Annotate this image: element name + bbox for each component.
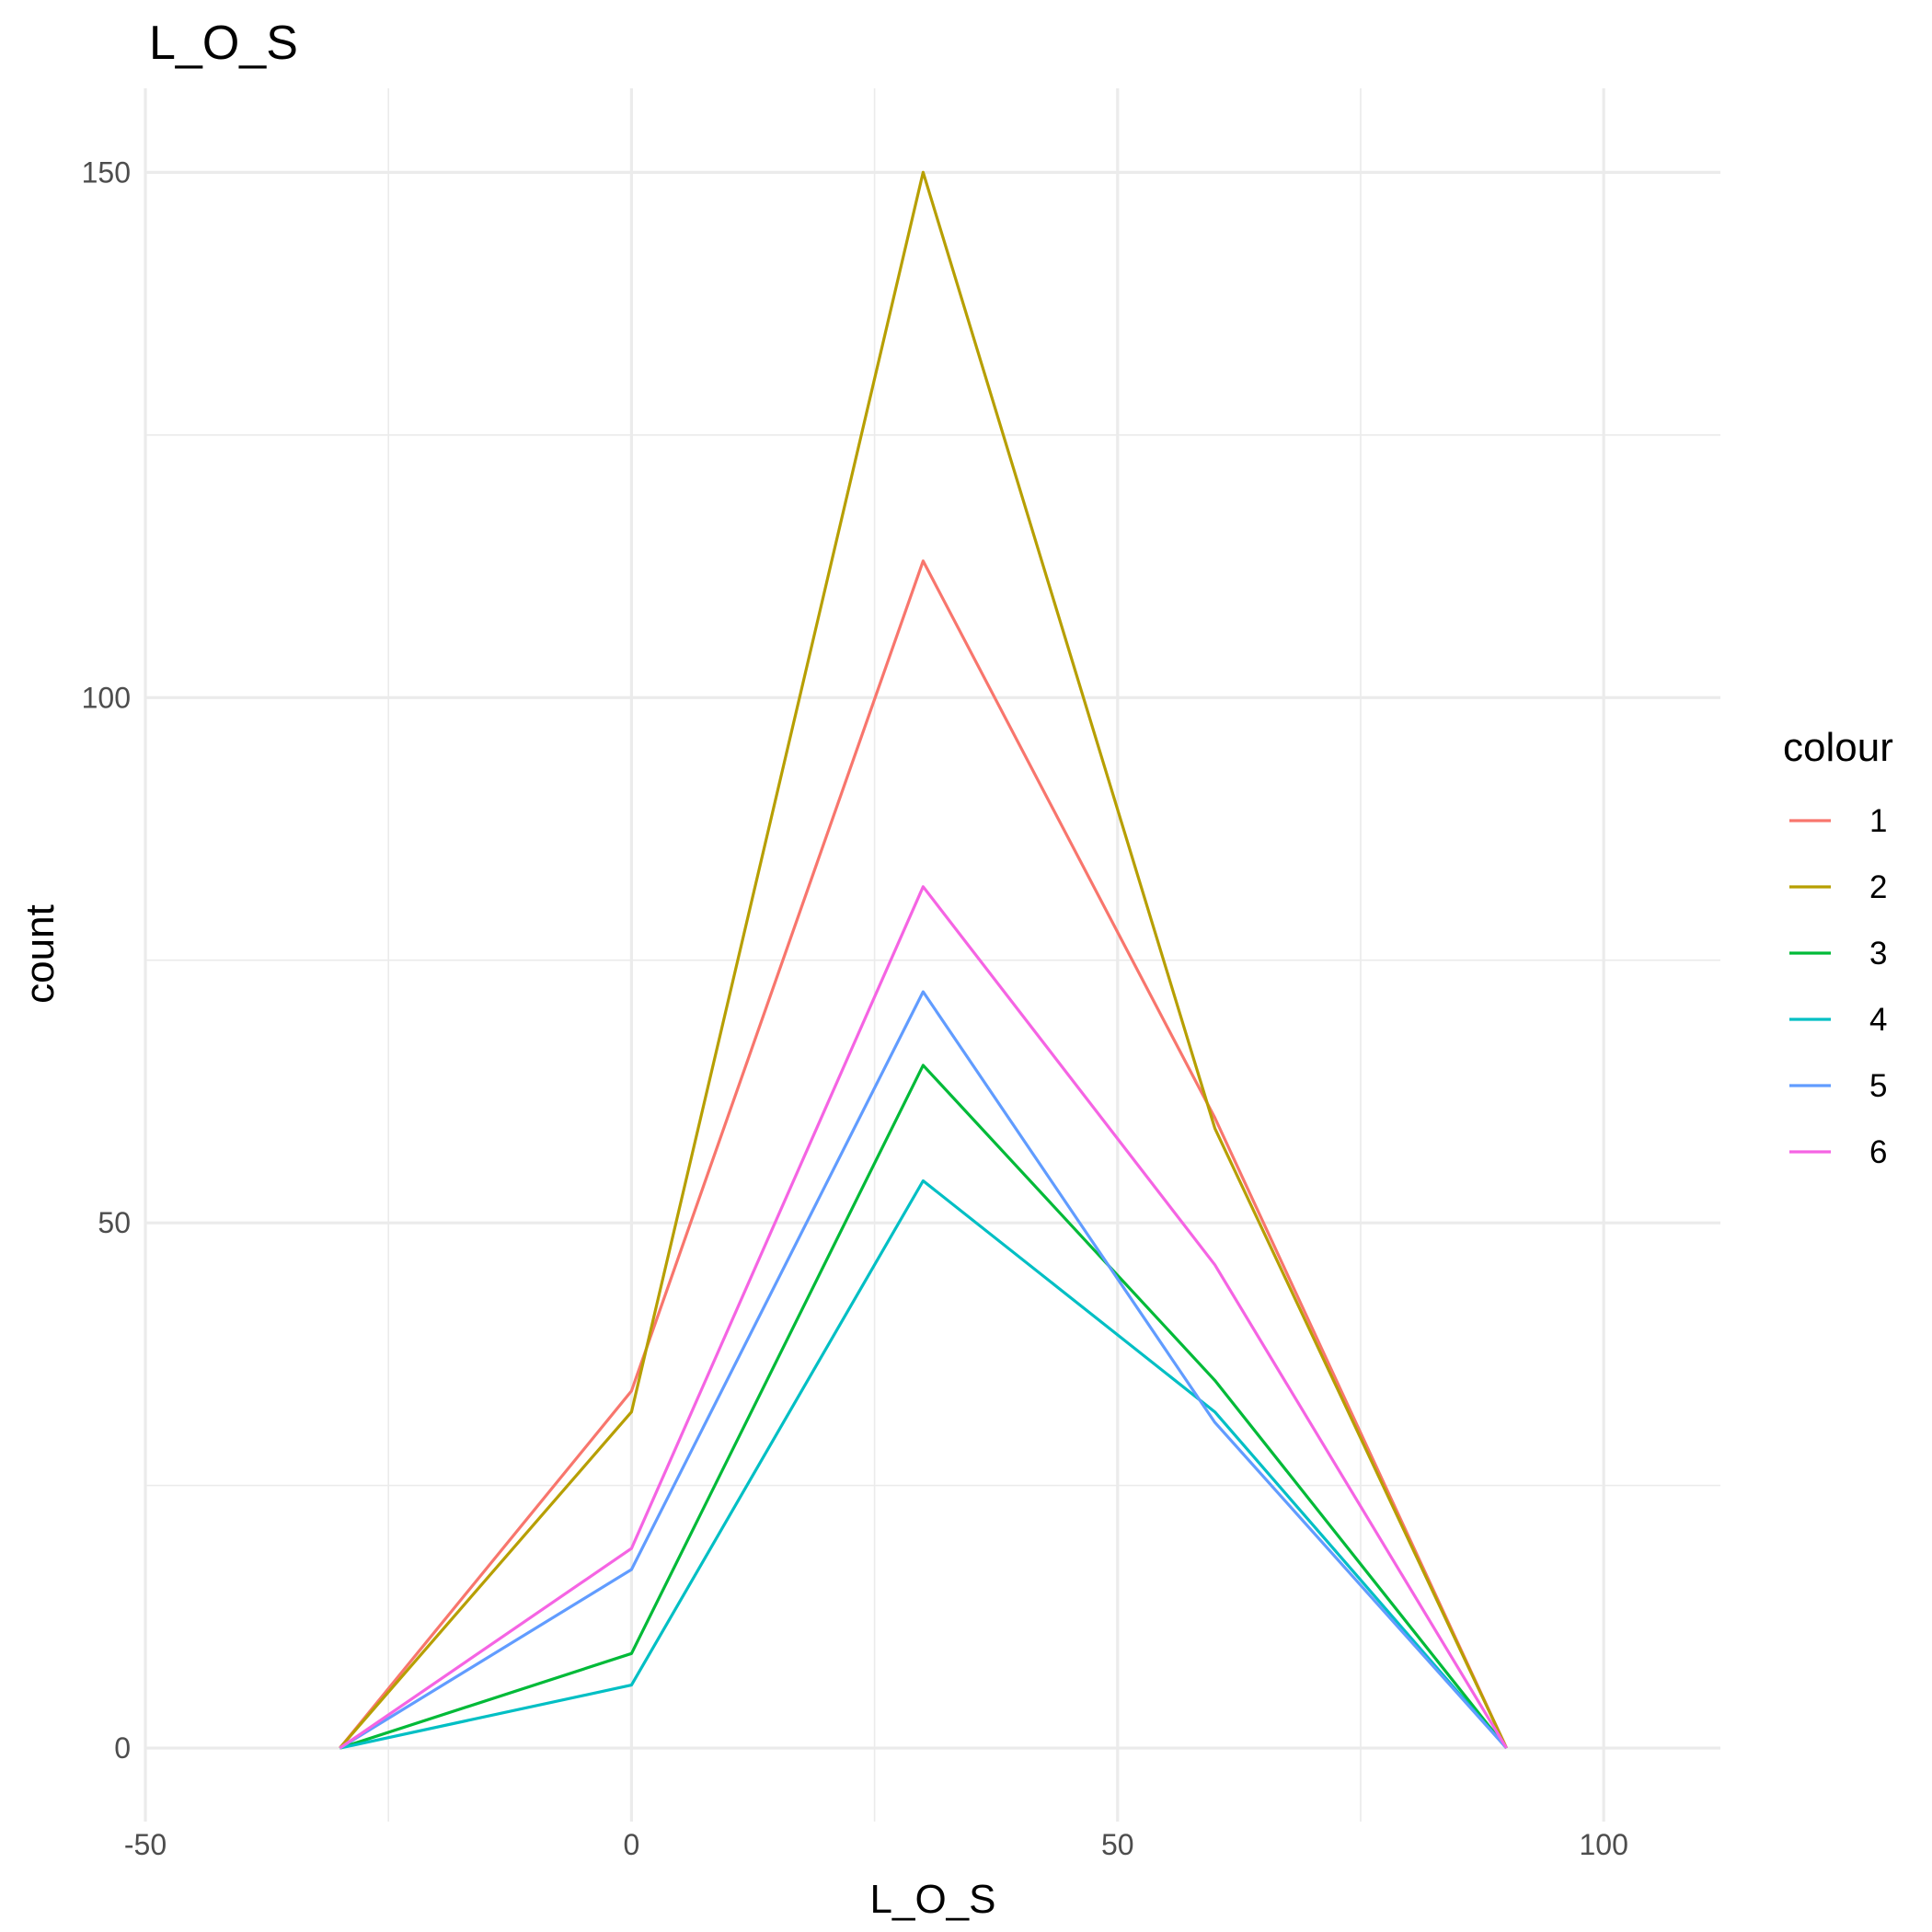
series-lines <box>339 170 1508 1750</box>
legend-item-1: 1 <box>1789 803 1887 839</box>
legend-label: 1 <box>1869 803 1887 839</box>
chart-title: L_O_S <box>149 17 298 70</box>
legend: colour 1 2 3 4 5 6 <box>1783 725 1893 1170</box>
y-tick-label: 150 <box>82 155 131 189</box>
series-line-3 <box>339 1064 1508 1750</box>
y-tick-label: 0 <box>114 1731 131 1765</box>
series-line-5 <box>339 990 1508 1750</box>
legend-items: 1 2 3 4 5 6 <box>1789 803 1887 1170</box>
x-tick-label: 0 <box>623 1828 639 1861</box>
legend-item-3: 3 <box>1789 936 1887 972</box>
x-axis-title: L_O_S <box>870 1877 996 1922</box>
legend-label: 3 <box>1869 936 1887 972</box>
x-tick-label: 100 <box>1579 1828 1627 1861</box>
y-tick-label: 100 <box>82 681 131 714</box>
legend-item-6: 6 <box>1789 1134 1887 1170</box>
legend-item-4: 4 <box>1789 1002 1887 1038</box>
series-line-1 <box>339 559 1508 1750</box>
legend-title: colour <box>1783 725 1893 770</box>
y-axis-title: count <box>17 904 63 1004</box>
x-tick-label: 50 <box>1101 1828 1134 1861</box>
legend-label: 4 <box>1869 1002 1887 1038</box>
series-line-4 <box>339 1179 1508 1750</box>
x-axis-ticks: -50 0 50 100 <box>124 1828 1628 1861</box>
x-tick-label: -50 <box>124 1828 167 1861</box>
legend-label: 2 <box>1869 869 1887 905</box>
grid <box>144 88 1720 1822</box>
series-line-6 <box>339 885 1508 1750</box>
legend-item-2: 2 <box>1789 869 1887 905</box>
legend-label: 5 <box>1869 1068 1887 1104</box>
legend-label: 6 <box>1869 1134 1887 1170</box>
y-tick-label: 50 <box>98 1206 131 1239</box>
y-axis-ticks: 0 50 100 150 <box>82 155 131 1765</box>
series-line-2 <box>339 170 1508 1750</box>
legend-item-5: 5 <box>1789 1068 1887 1104</box>
